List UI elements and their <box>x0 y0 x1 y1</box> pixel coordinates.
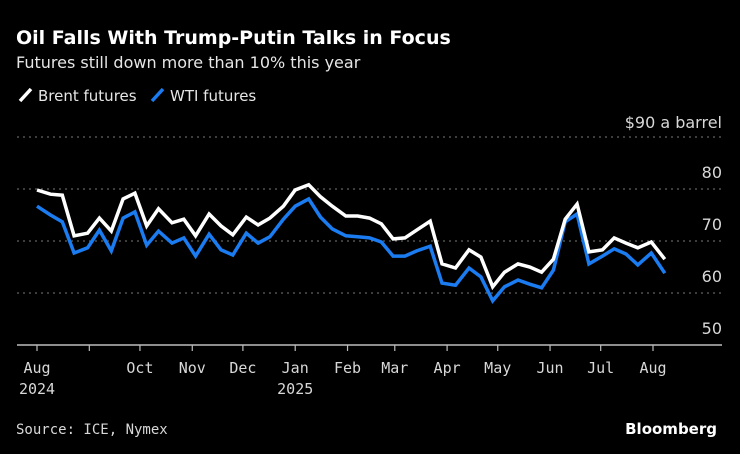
y-axis-unit-label: $90 a barrel <box>625 113 722 132</box>
bloomberg-logo: Bloomberg <box>625 420 717 438</box>
x-tick-label: Nov <box>179 359 206 377</box>
x-tick-label: Aug <box>23 359 50 377</box>
y-tick-label: 70 <box>702 215 722 234</box>
x-tick-label: Feb <box>334 359 361 377</box>
source-note: Source: ICE, Nymex <box>16 422 168 438</box>
chart-subtitle: Futures still down more than 10% this ye… <box>16 53 361 72</box>
x-tick-year: 2025 <box>277 380 313 398</box>
legend-swatch-wti <box>150 87 165 103</box>
y-tick-label: 60 <box>702 267 722 286</box>
x-tick-label: Jan <box>282 359 309 377</box>
x-tick-label: Mar <box>381 359 408 377</box>
x-tick-label: Apr <box>434 359 461 377</box>
x-tick-label: Jul <box>587 359 614 377</box>
x-tick-label: Jun <box>537 359 564 377</box>
legend: Brent futures WTI futures <box>18 87 256 105</box>
x-tick-year: 2024 <box>19 380 55 398</box>
x-tick-label: Dec <box>229 359 256 377</box>
y-tick-label: 80 <box>702 163 722 182</box>
series-line-brent <box>36 182 667 291</box>
x-tick-label: May <box>484 359 511 377</box>
x-tick-label: Aug <box>639 359 666 377</box>
x-tick-label: Oct <box>126 359 153 377</box>
y-tick-label: 50 <box>702 319 722 338</box>
series-line-wti <box>36 196 667 304</box>
legend-label-wti: WTI futures <box>170 87 256 105</box>
legend-swatch-brent <box>18 87 33 103</box>
chart-title: Oil Falls With Trump-Putin Talks in Focu… <box>16 27 451 49</box>
legend-label-brent: Brent futures <box>38 87 137 105</box>
